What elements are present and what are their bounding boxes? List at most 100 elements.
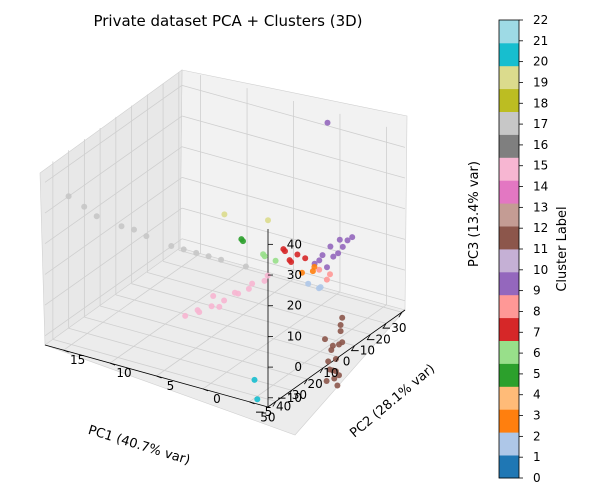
colorbar-segment bbox=[499, 111, 519, 135]
z-tick-labels: −10 0 10 20 30 40 bbox=[268, 237, 302, 405]
scatter-point-cluster-1 bbox=[316, 285, 322, 292]
colorbar-segment bbox=[499, 249, 519, 273]
z-grid-side bbox=[44, 177, 183, 275]
y-tick-label: 15 bbox=[70, 353, 85, 367]
z-tick-label: 0 bbox=[294, 360, 302, 374]
colorbar-tick-label: 5 bbox=[533, 367, 541, 381]
scatter-point-cluster-3 bbox=[316, 266, 323, 273]
scatter-point-cluster-11 bbox=[339, 339, 346, 346]
scatter-point-cluster-9 bbox=[324, 119, 331, 126]
x-tick-label: −30 bbox=[381, 321, 406, 335]
y-grid-floor bbox=[63, 252, 201, 351]
colorbar-tick-label: 8 bbox=[533, 304, 541, 318]
colorbar-tick-label: 14 bbox=[533, 180, 548, 194]
x-tick-label: 40 bbox=[276, 399, 291, 413]
scatter-point-cluster-15 bbox=[194, 307, 201, 314]
scatter-point-cluster-11 bbox=[331, 375, 338, 382]
colorbar-tick-label: 21 bbox=[533, 34, 548, 48]
colorbar-tick-label: 18 bbox=[533, 96, 548, 110]
colorbar-segment bbox=[499, 20, 519, 44]
x-tick-mark bbox=[304, 378, 308, 385]
z-grid-side bbox=[44, 207, 183, 306]
z-tick-label: 10 bbox=[287, 329, 302, 343]
colorbar-tick-label: 4 bbox=[533, 388, 541, 402]
scatter-point-cluster-11 bbox=[337, 322, 344, 328]
scatter-point-cluster-17 bbox=[180, 246, 187, 253]
scatter-point-cluster-11 bbox=[336, 372, 342, 379]
y-tick-mark bbox=[202, 388, 209, 392]
z-grid-back bbox=[181, 238, 406, 302]
colorbar-tick-label: 10 bbox=[533, 263, 548, 277]
scatter-point-cluster-15 bbox=[245, 285, 252, 292]
y-tick-label: −5 bbox=[255, 405, 273, 419]
colorbar-segment bbox=[499, 134, 519, 158]
scatter-point-cluster-15 bbox=[249, 280, 256, 287]
z-tick-label: 40 bbox=[287, 237, 302, 251]
colorbar-segment bbox=[499, 88, 519, 112]
x-tick-mark bbox=[382, 323, 387, 329]
scatter-point-cluster-17 bbox=[118, 223, 125, 230]
y-tick-mark bbox=[249, 401, 255, 405]
scatter-point-cluster-9 bbox=[349, 234, 356, 241]
colorbar-tick-label: 17 bbox=[533, 117, 548, 131]
scatter-point-cluster-17 bbox=[242, 263, 249, 270]
scatter-point-cluster-19 bbox=[265, 217, 271, 224]
scatter-point-cluster-11 bbox=[323, 378, 330, 384]
colorbar-tick-label: 11 bbox=[533, 242, 548, 256]
scatter-point-cluster-9 bbox=[339, 243, 346, 250]
colorbar-segment bbox=[499, 203, 519, 227]
scatter-point-cluster-17 bbox=[131, 226, 137, 233]
colorbar-segment bbox=[499, 363, 519, 387]
colorbar-tick-label: 13 bbox=[533, 200, 548, 214]
x-tick-label: 10 bbox=[323, 366, 338, 380]
y-tick-mark bbox=[109, 362, 116, 366]
x-tick-label: −10 bbox=[350, 344, 375, 358]
colorbar-tick-label: 12 bbox=[533, 221, 548, 235]
x-tick-label: 30 bbox=[292, 388, 307, 402]
scatter-point-cluster-11 bbox=[322, 336, 328, 343]
scatter-point-cluster-11 bbox=[332, 356, 339, 362]
scatter-point-cluster-9 bbox=[316, 257, 323, 264]
scatter-point-cluster-15 bbox=[221, 297, 228, 304]
z-grid-side bbox=[44, 85, 183, 183]
scatter-point-cluster-17 bbox=[168, 243, 175, 249]
scatter-point-cluster-11 bbox=[325, 358, 332, 365]
colorbar-segment bbox=[499, 317, 519, 341]
colorbar-tick-label: 6 bbox=[533, 346, 541, 360]
colorbar-tick-label: 15 bbox=[533, 159, 548, 173]
z-tick-label: 30 bbox=[287, 268, 302, 282]
scatter-point-cluster-17 bbox=[93, 213, 100, 220]
scatter-point-cluster-2 bbox=[299, 269, 305, 276]
scatter-point-cluster-11 bbox=[326, 366, 333, 373]
scatter-point-cluster-9 bbox=[335, 250, 342, 257]
scatter-point-cluster-11 bbox=[339, 314, 346, 321]
colorbar-segment bbox=[499, 65, 519, 90]
colorbar-segment bbox=[499, 386, 519, 410]
scatter-point-cluster-20 bbox=[251, 376, 258, 383]
colorbar-tick-label: 20 bbox=[533, 55, 548, 69]
colorbar-segment bbox=[499, 180, 519, 204]
scatter-point-cluster-15 bbox=[216, 303, 223, 310]
grid-lines bbox=[44, 72, 406, 403]
x-tick-mark bbox=[398, 312, 403, 318]
x-tick-mark bbox=[272, 401, 277, 407]
scatter-point-cluster-15 bbox=[210, 293, 217, 299]
x-tick-mark bbox=[319, 367, 324, 374]
x-tick-mark bbox=[367, 334, 371, 340]
scatter-point-cluster-1 bbox=[305, 280, 312, 287]
scatter-point-cluster-3 bbox=[323, 276, 330, 283]
scatter-point-cluster-5 bbox=[272, 257, 279, 264]
y-tick-mark bbox=[156, 375, 162, 379]
colorbar-tick-label: 22 bbox=[533, 13, 548, 27]
x-tick-mark bbox=[335, 356, 340, 363]
colorbar-tick-label: 0 bbox=[533, 471, 541, 485]
colorbar-segment bbox=[499, 409, 519, 433]
scatter-point-cluster-17 bbox=[193, 249, 200, 256]
colorbar-tick-label: 19 bbox=[533, 75, 548, 89]
z-grid-back bbox=[181, 146, 406, 210]
y-tick-mark bbox=[63, 349, 69, 353]
scatter-point-cluster-7 bbox=[302, 255, 309, 262]
